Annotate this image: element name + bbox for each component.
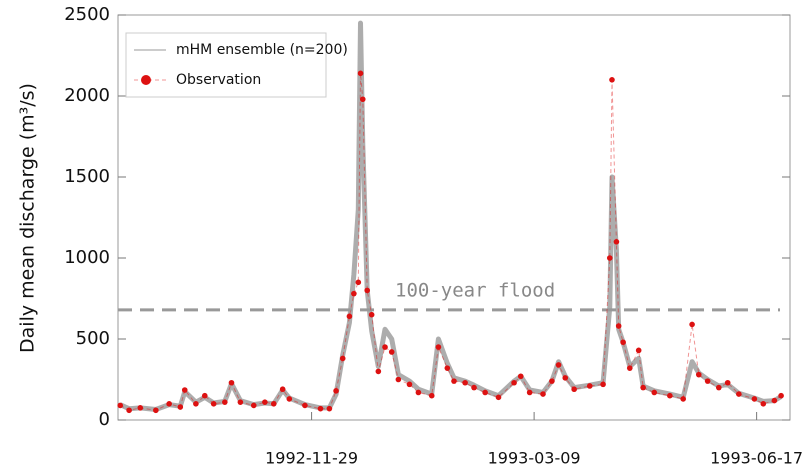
observation-point <box>286 396 293 402</box>
observation-point <box>736 391 742 397</box>
observation-point <box>462 379 468 386</box>
observation-point <box>302 402 308 409</box>
x-tick-label: 1993-06-17 <box>710 449 803 468</box>
observation-point <box>382 344 388 350</box>
observation-point <box>778 392 784 399</box>
observation-point <box>760 401 767 407</box>
observation-point <box>680 396 686 402</box>
observation-point <box>375 368 382 375</box>
observation-point <box>126 407 132 414</box>
x-tick-label: 1992-11-29 <box>265 449 358 468</box>
observation-point <box>704 378 711 384</box>
ensemble-line <box>119 20 783 412</box>
observation-point <box>435 344 442 350</box>
y-tick-label: 500 <box>76 328 110 349</box>
observation-point <box>193 401 199 407</box>
observation-point <box>615 323 622 329</box>
observation-point <box>395 376 402 383</box>
observation-point <box>317 405 324 412</box>
observation-point <box>177 404 184 410</box>
flood-label: 100-year flood <box>395 279 555 301</box>
y-tick-label: 2000 <box>64 85 110 106</box>
observation-point <box>262 399 268 405</box>
observation-point <box>355 279 362 286</box>
observation-point <box>444 365 451 371</box>
observation-point <box>406 381 413 388</box>
observation-point <box>640 384 646 391</box>
y-tick-label: 1000 <box>64 247 110 268</box>
observation-point <box>771 397 778 404</box>
legend-label: Observation <box>176 72 261 88</box>
plot-frame <box>117 14 791 421</box>
observation-point <box>635 347 642 354</box>
observation-point <box>351 290 357 297</box>
observation-point <box>609 77 615 83</box>
observation-point <box>137 405 144 411</box>
observation-point <box>689 321 695 328</box>
observation-line <box>119 73 782 411</box>
observation-point <box>222 399 228 405</box>
observation-point <box>451 378 457 384</box>
observation-point <box>237 399 244 405</box>
y-tick-label: 2500 <box>64 4 110 25</box>
observation-point <box>201 392 208 399</box>
legend-box <box>125 32 327 98</box>
observation-point <box>626 365 633 371</box>
observation-point <box>181 387 188 393</box>
observation-point <box>279 386 286 393</box>
observation-point <box>667 392 673 399</box>
observation-point <box>428 392 435 399</box>
observation-point <box>517 373 524 380</box>
observation-point <box>210 401 217 407</box>
x-tick-label: 1993-03-09 <box>488 449 581 468</box>
observation-point <box>117 402 124 409</box>
observation-point <box>549 378 555 384</box>
observation-point <box>228 379 235 386</box>
observation-point <box>715 384 722 391</box>
y-tick-label: 0 <box>99 409 110 430</box>
observation-point <box>751 396 758 402</box>
observation-point <box>620 339 626 346</box>
observation-point <box>600 381 606 388</box>
observation-point <box>555 362 562 368</box>
observation-point <box>562 375 569 381</box>
observation-point <box>471 384 477 391</box>
observation-point <box>586 383 593 389</box>
observation-point <box>357 70 364 77</box>
observation-point <box>346 313 353 320</box>
observation-point <box>415 389 422 396</box>
observation-point <box>511 379 517 386</box>
y-tick-label: 1500 <box>64 166 110 187</box>
observation-point <box>326 405 333 412</box>
observation-point <box>526 389 533 396</box>
observation-point <box>368 311 375 318</box>
observation-point <box>250 402 257 409</box>
observation-point <box>153 407 159 414</box>
observation-point <box>482 389 488 396</box>
observation-point <box>364 287 371 294</box>
observation-point <box>613 239 620 245</box>
observation-point <box>333 388 339 394</box>
observation-point <box>495 394 502 401</box>
observation-point <box>606 255 613 261</box>
observation-point <box>270 401 277 407</box>
observation-point <box>540 391 546 397</box>
observation-point <box>339 355 346 362</box>
legend-label: mHM ensemble (n=200) <box>176 42 348 58</box>
legend-observation-marker <box>141 75 151 85</box>
observation-point <box>571 386 577 393</box>
observation-point <box>388 349 395 355</box>
observation-point <box>724 379 731 386</box>
observation-point <box>359 96 366 103</box>
observation-point <box>695 371 702 378</box>
y-axis-label: Daily mean discharge (m³/s) <box>17 83 39 353</box>
observation-point <box>651 389 658 396</box>
observation-point <box>166 401 172 407</box>
